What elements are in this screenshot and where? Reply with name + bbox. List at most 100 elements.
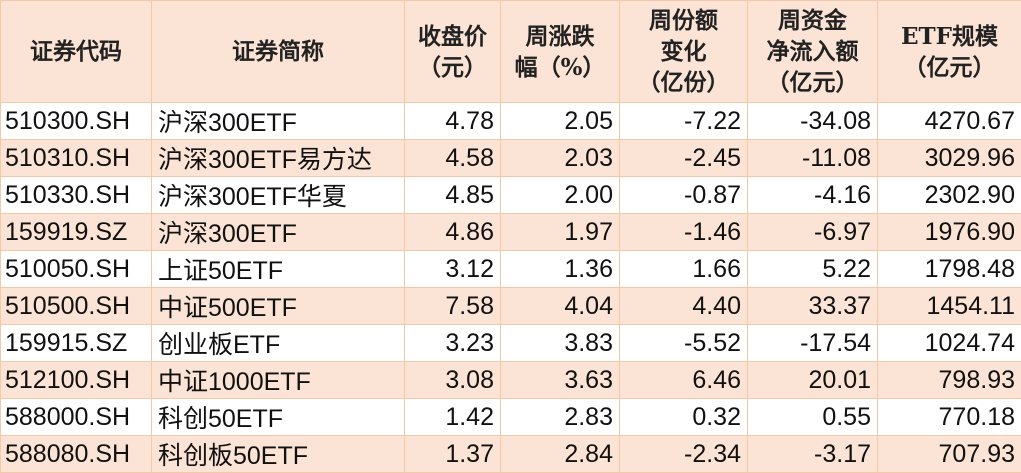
header-line: （元） (409, 52, 496, 83)
cell-code: 159919.SZ (1, 214, 152, 251)
header-name: 证券简称 (152, 1, 405, 103)
header-close-price: 收盘价（元） (405, 1, 501, 103)
cell-etf-size: 1024.74 (878, 325, 1021, 362)
cell-weekly-change: 2.03 (501, 140, 620, 177)
cell-close-price: 3.23 (405, 325, 501, 362)
header-net-inflow: 周资金净流入额（亿元） (748, 1, 878, 103)
cell-weekly-change: 3.83 (501, 325, 620, 362)
cell-weekly-change: 3.63 (501, 362, 620, 399)
cell-name: 上证50ETF (152, 251, 405, 288)
cell-close-price: 4.58 (405, 140, 501, 177)
cell-code: 512100.SH (1, 362, 152, 399)
header-line: （亿份） (624, 67, 743, 98)
cell-name: 中证500ETF (152, 288, 405, 325)
cell-etf-size: 2302.90 (878, 177, 1021, 214)
cell-close-price: 1.37 (405, 436, 501, 473)
cell-close-price: 4.78 (405, 103, 501, 140)
cell-weekly-change: 1.36 (501, 251, 620, 288)
cell-net-inflow: -4.16 (748, 177, 878, 214)
cell-etf-size: 4270.67 (878, 103, 1021, 140)
cell-share-change: -5.52 (620, 325, 748, 362)
header-share-change: 周份额变化（亿份） (620, 1, 748, 103)
cell-share-change: -2.34 (620, 436, 748, 473)
cell-name: 中证1000ETF (152, 362, 405, 399)
header-line: 幅（%） (505, 52, 615, 83)
cell-etf-size: 707.93 (878, 436, 1021, 473)
cell-name: 沪深300ETF (152, 214, 405, 251)
header-line: 收盘价 (409, 21, 496, 52)
cell-code: 510330.SH (1, 177, 152, 214)
cell-code: 510050.SH (1, 251, 152, 288)
cell-name: 沪深300ETF (152, 103, 405, 140)
cell-close-price: 4.85 (405, 177, 501, 214)
header-line: 周涨跌 (505, 21, 615, 52)
cell-close-price: 4.86 (405, 214, 501, 251)
cell-name: 科创板50ETF (152, 436, 405, 473)
cell-code: 510310.SH (1, 140, 152, 177)
cell-etf-size: 1454.11 (878, 288, 1021, 325)
cell-name: 创业板ETF (152, 325, 405, 362)
cell-code: 588000.SH (1, 399, 152, 436)
cell-code: 159915.SZ (1, 325, 152, 362)
cell-close-price: 1.42 (405, 399, 501, 436)
header-line: （亿元） (752, 67, 873, 98)
cell-share-change: -0.87 (620, 177, 748, 214)
cell-share-change: -7.22 (620, 103, 748, 140)
cell-weekly-change: 2.00 (501, 177, 620, 214)
header-line: 周份额 (624, 5, 743, 36)
cell-net-inflow: 0.55 (748, 399, 878, 436)
cell-weekly-change: 2.84 (501, 436, 620, 473)
cell-name: 沪深300ETF华夏 (152, 177, 405, 214)
cell-net-inflow: -6.97 (748, 214, 878, 251)
cell-code: 510300.SH (1, 103, 152, 140)
cell-net-inflow: -34.08 (748, 103, 878, 140)
cell-share-change: 1.66 (620, 251, 748, 288)
cell-close-price: 3.12 (405, 251, 501, 288)
cell-share-change: 0.32 (620, 399, 748, 436)
cell-weekly-change: 1.97 (501, 214, 620, 251)
header-line: 证券代码 (5, 36, 147, 67)
header-line: 证券简称 (156, 36, 400, 67)
header-line: 变化 (624, 36, 743, 67)
cell-close-price: 3.08 (405, 362, 501, 399)
cell-close-price: 7.58 (405, 288, 501, 325)
cell-name: 科创50ETF (152, 399, 405, 436)
cell-etf-size: 3029.96 (878, 140, 1021, 177)
header-row: 证券代码证券简称收盘价（元）周涨跌幅（%）周份额变化（亿份）周资金净流入额（亿元… (1, 1, 1021, 103)
cell-net-inflow: 20.01 (748, 362, 878, 399)
cell-etf-size: 1798.48 (878, 251, 1021, 288)
cell-etf-size: 1976.90 (878, 214, 1021, 251)
cell-weekly-change: 2.83 (501, 399, 620, 436)
cell-name: 沪深300ETF易方达 (152, 140, 405, 177)
cell-net-inflow: -3.17 (748, 436, 878, 473)
cell-share-change: 6.46 (620, 362, 748, 399)
header-line: 净流入额 (752, 36, 873, 67)
cell-net-inflow: -11.08 (748, 140, 878, 177)
cell-net-inflow: -17.54 (748, 325, 878, 362)
header-line: （亿元） (882, 52, 1017, 83)
cell-share-change: -2.45 (620, 140, 748, 177)
header-etf-size: ETF规模（亿元） (878, 1, 1021, 103)
cell-net-inflow: 33.37 (748, 288, 878, 325)
header-line: 周资金 (752, 5, 873, 36)
header-code: 证券代码 (1, 1, 152, 103)
cell-share-change: -1.46 (620, 214, 748, 251)
cell-net-inflow: 5.22 (748, 251, 878, 288)
cell-etf-size: 798.93 (878, 362, 1021, 399)
cell-weekly-change: 2.05 (501, 103, 620, 140)
cell-code: 510500.SH (1, 288, 152, 325)
header-line: ETF规模 (882, 21, 1017, 52)
header-weekly-change: 周涨跌幅（%） (501, 1, 620, 103)
cell-code: 588080.SH (1, 436, 152, 473)
